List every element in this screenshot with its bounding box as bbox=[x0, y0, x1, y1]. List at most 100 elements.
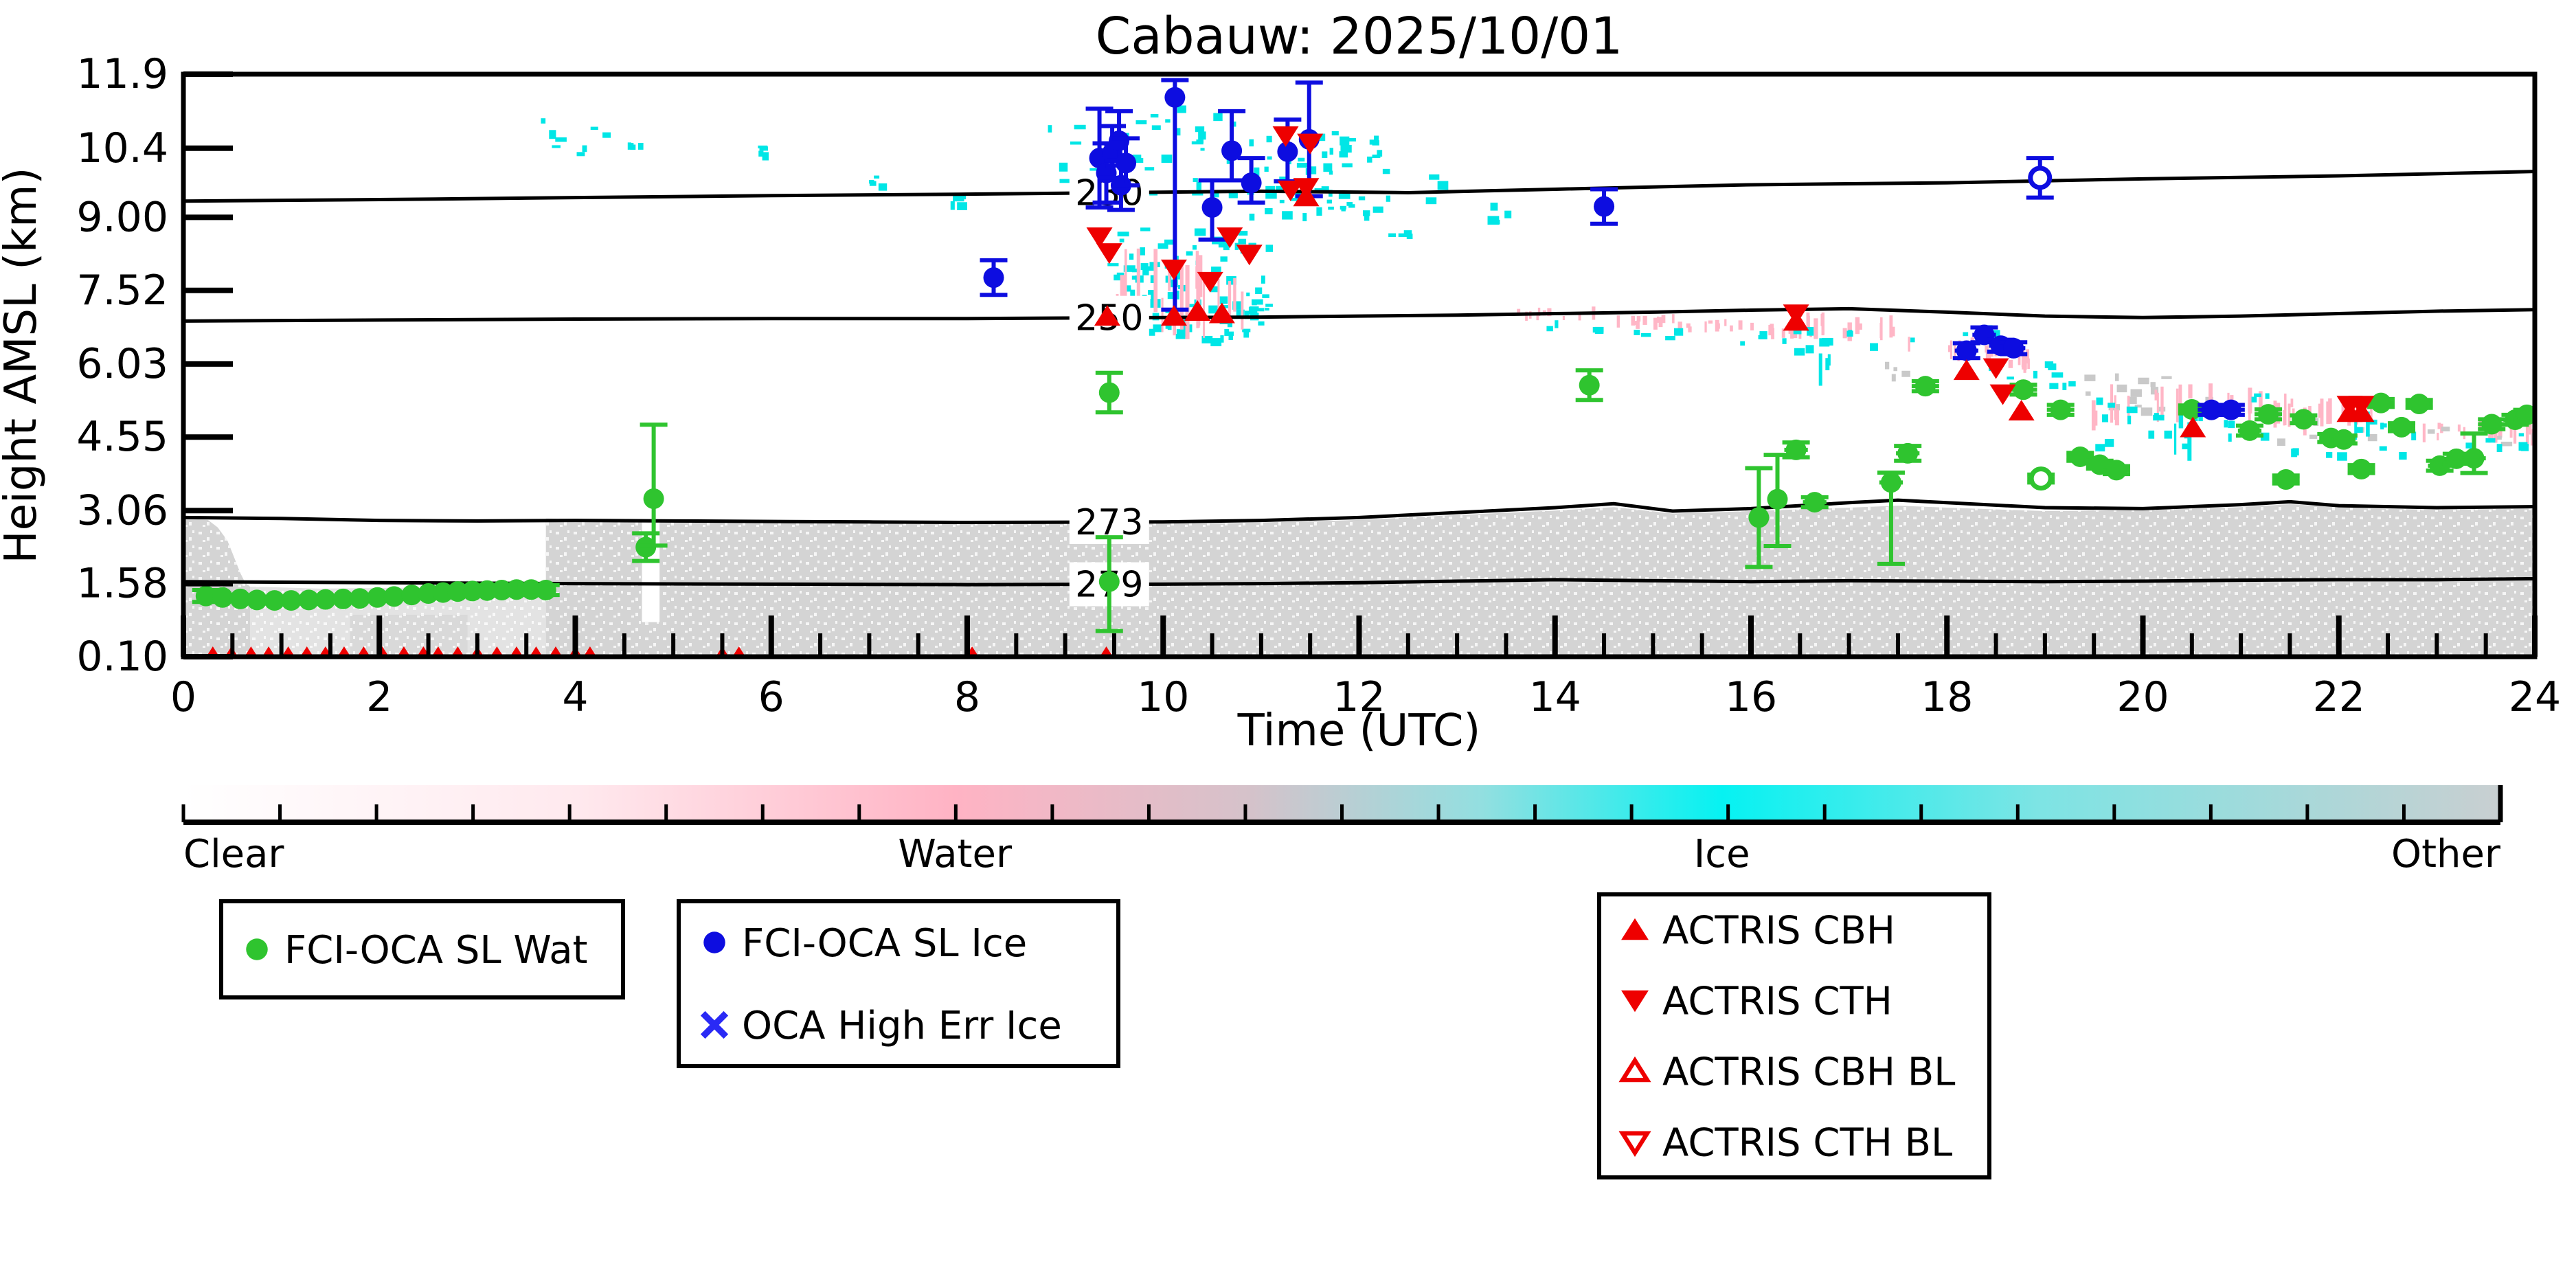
legend-label: FCI-OCA SL Ice bbox=[742, 921, 1027, 966]
series-fci-oca-sl-ice-open- bbox=[2026, 156, 2054, 200]
isotherm-273 bbox=[183, 498, 2535, 525]
x-tick-label: 6 bbox=[758, 673, 784, 721]
data-point bbox=[2445, 448, 2467, 469]
data-point bbox=[2201, 399, 2222, 420]
data-point bbox=[432, 582, 453, 603]
data-point bbox=[1953, 359, 1980, 381]
x-tick-label: 10 bbox=[1137, 673, 1189, 721]
data-point bbox=[418, 583, 439, 605]
series-fci-oca-sl-ice bbox=[980, 78, 2245, 420]
data-point bbox=[262, 646, 275, 657]
data-point bbox=[535, 579, 556, 600]
data-point bbox=[983, 267, 1004, 289]
data-point bbox=[1989, 384, 2016, 405]
data-point bbox=[2293, 409, 2314, 430]
data-point bbox=[1197, 271, 1223, 293]
legend-box-2: FCI-OCA SL Ice OCA High Err Ice bbox=[677, 899, 1120, 1068]
data-point bbox=[1272, 126, 1299, 147]
data-point bbox=[477, 580, 498, 601]
data-point bbox=[583, 646, 597, 657]
data-point bbox=[510, 646, 523, 657]
data-point bbox=[2013, 379, 2034, 400]
data-point bbox=[1094, 305, 1120, 326]
data-point bbox=[2391, 416, 2413, 438]
x-tick-label: 20 bbox=[2116, 673, 2169, 721]
series-actris-cth bbox=[1086, 126, 2375, 417]
legend-box-1: FCI-OCA SL Wat bbox=[219, 899, 625, 999]
data-point bbox=[1236, 245, 1263, 266]
series-fci-oca-sl-wat-open- bbox=[2027, 466, 2055, 491]
data-point bbox=[2258, 404, 2279, 425]
data-point bbox=[732, 646, 746, 657]
data-point bbox=[1164, 87, 1186, 108]
data-point bbox=[282, 646, 295, 657]
data-point bbox=[1982, 358, 2009, 379]
data-point bbox=[357, 646, 370, 657]
data-point bbox=[1086, 227, 1113, 249]
y-tick-label: 3.06 bbox=[76, 486, 168, 534]
data-point bbox=[1594, 196, 1615, 217]
data-point bbox=[529, 646, 543, 657]
x-axis-title: Time (UTC) bbox=[1237, 705, 1481, 756]
data-point bbox=[2070, 446, 2091, 467]
isotherm-250 bbox=[183, 306, 2535, 323]
data-point bbox=[1277, 141, 1298, 162]
data-point bbox=[1217, 227, 1243, 249]
data-point bbox=[1160, 305, 1187, 326]
colorbar-label-water: Water bbox=[898, 832, 1013, 877]
x-tick-label: 8 bbox=[954, 673, 980, 721]
data-point bbox=[2008, 400, 2035, 421]
x-tick-label: 22 bbox=[2313, 673, 2365, 721]
data-point bbox=[643, 488, 664, 510]
y-tick-label: 0.10 bbox=[76, 633, 168, 681]
x-tick-label: 24 bbox=[2509, 673, 2561, 721]
y-tick-label: 7.52 bbox=[76, 267, 168, 315]
data-point bbox=[2180, 416, 2206, 438]
y-axis-title: Height AMSL (km) bbox=[0, 168, 47, 564]
data-point bbox=[383, 586, 405, 607]
data-point bbox=[1293, 178, 1320, 199]
data-point bbox=[1785, 439, 1807, 460]
data-point bbox=[1208, 302, 1235, 324]
isotherm-230 bbox=[183, 170, 2535, 203]
data-point bbox=[1897, 442, 1919, 464]
data-point bbox=[2028, 166, 2053, 190]
y-tick-label: 9.00 bbox=[76, 193, 168, 241]
y-tick-label: 1.58 bbox=[76, 560, 168, 608]
data-point bbox=[1880, 472, 1901, 493]
chart-title: Cabauw: 2025/10/01 bbox=[1096, 7, 1623, 66]
legend-label: ACTRIS CBH BL bbox=[1662, 1050, 1955, 1095]
data-point bbox=[1297, 133, 1324, 155]
legend-label: FCI-OCA SL Wat bbox=[284, 928, 588, 973]
legend-label: ACTRIS CTH BL bbox=[1662, 1121, 1952, 1166]
data-point bbox=[490, 646, 504, 657]
data-point bbox=[1748, 507, 1770, 528]
plot-area: 230250273279 bbox=[183, 78, 2535, 657]
x-tick-label: 16 bbox=[1725, 673, 1777, 721]
data-point bbox=[367, 587, 388, 608]
data-point bbox=[2275, 469, 2296, 490]
data-point bbox=[1804, 492, 1825, 513]
actris-cth-bl-legend-marker bbox=[1618, 1131, 1651, 1157]
actris-cbh-bl-legend-marker bbox=[1618, 1056, 1651, 1083]
y-tick-label: 4.55 bbox=[76, 413, 168, 461]
data-point bbox=[2371, 392, 2392, 414]
legend-box-3: ACTRIS CBH ACTRIS CTH ACTRIS CBH BL ACTRIS … bbox=[1597, 892, 1991, 1179]
data-point bbox=[2050, 399, 2071, 420]
data-point bbox=[300, 646, 314, 657]
actris-cbh-legend-marker bbox=[1621, 918, 1649, 940]
data-point bbox=[2239, 420, 2260, 441]
data-point bbox=[1783, 304, 1809, 326]
data-point bbox=[462, 580, 483, 602]
data-point bbox=[246, 589, 267, 611]
data-point bbox=[1116, 152, 1137, 174]
data-point bbox=[1096, 243, 1122, 264]
data-point bbox=[1914, 376, 1936, 397]
fci-oca-sl-ice-legend-marker bbox=[703, 931, 725, 953]
phase-colorbar: Clear Water Ice Other bbox=[181, 785, 2503, 877]
x-tick-label: 12 bbox=[1333, 673, 1385, 721]
data-point bbox=[1767, 488, 1788, 510]
data-point bbox=[1579, 374, 1600, 396]
data-point bbox=[2181, 398, 2202, 420]
